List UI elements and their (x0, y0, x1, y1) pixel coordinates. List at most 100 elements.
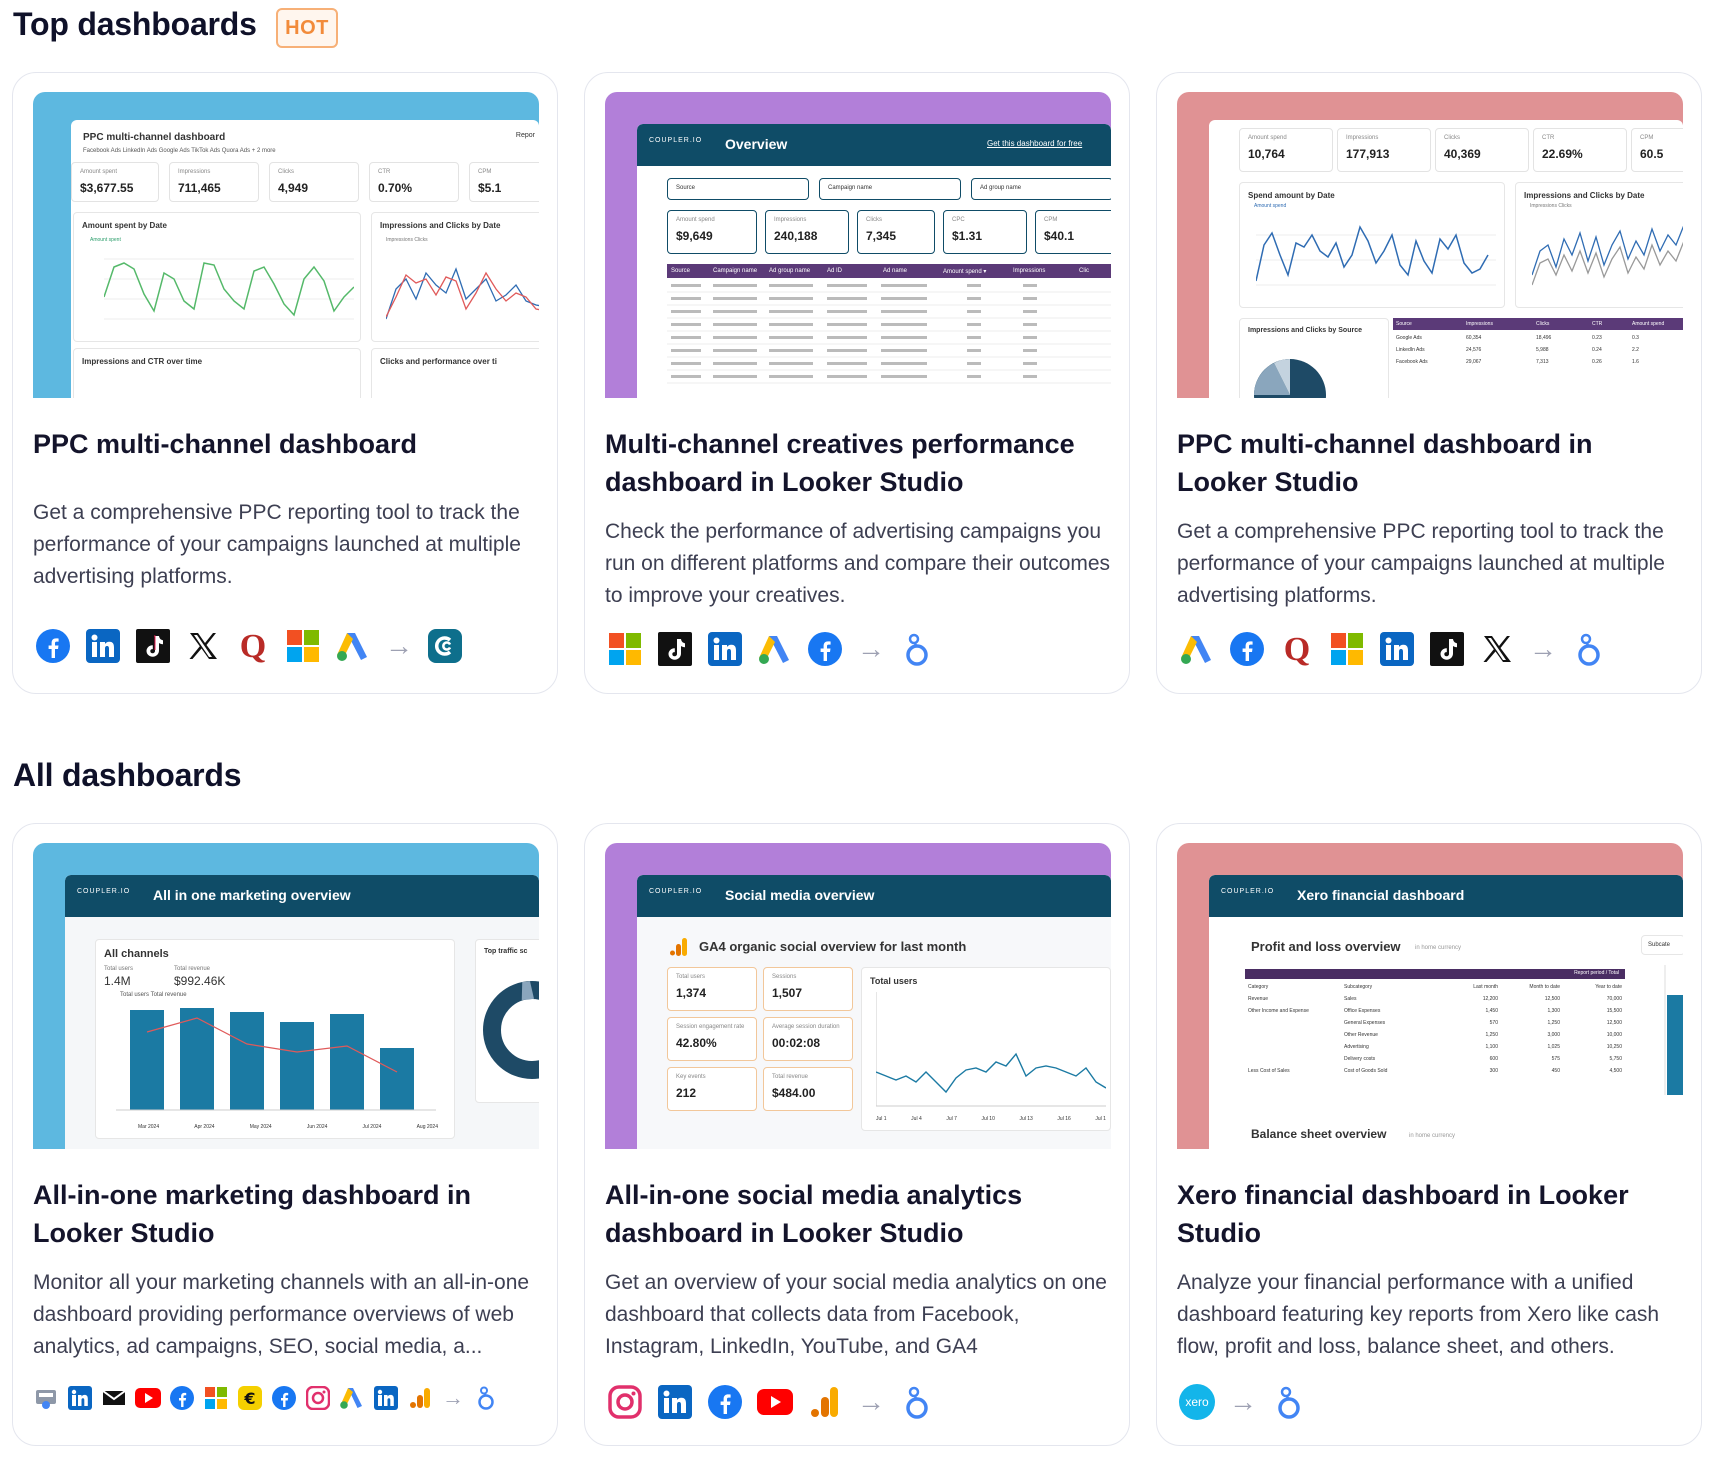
table-body: Google Ads 60,354 18,496 0.23 0.3 LinkedIn A… (1396, 335, 1639, 365)
kpi-card: Amount spend $9,649 (667, 210, 757, 254)
card-title[interactable]: PPC multi-channel dashboard in Looker St… (1177, 429, 1593, 497)
chart-panel: Amount spent by Date Amount spent (73, 212, 361, 342)
card-description: Check the performance of advertising cam… (605, 520, 1111, 607)
pl-table: Category Subcategory Last month Month to… (1248, 984, 1622, 1074)
kpi-card: CPM $5.1 (469, 162, 539, 202)
kpi-card: CTR 0.70% (369, 162, 459, 202)
card-title[interactable]: All-in-one marketing dashboard in Looker… (33, 1180, 472, 1248)
card-description: Analyze your financial performance with … (1177, 1271, 1660, 1358)
kpi-card: CPM 60.5 (1631, 128, 1683, 172)
chart-panel: Spend amount by Date Amount spend (1239, 182, 1505, 308)
line-chart (386, 267, 539, 320)
card-thumbnail[interactable]: COUPLER.IO All in one marketing overview… (33, 843, 539, 1149)
card-thumbnail[interactable]: COUPLER.IO Overview Get this dashboard f… (605, 92, 1111, 398)
facebook-icon (271, 1385, 297, 1411)
thumb-navbar: COUPLER.IO Overview Get this dashboard f… (637, 124, 1111, 166)
kpi-card: Clicks 40,369 (1435, 128, 1529, 172)
arrow-icon: → (1529, 633, 1557, 664)
card-thumbnail[interactable]: COUPLER.IO Social media overview GA4 org… (605, 843, 1111, 1149)
kpi-card: Key events 212 (667, 1067, 757, 1111)
linkedin-icon (1377, 629, 1417, 669)
svg-text:€: € (243, 1389, 255, 1408)
youtube-icon (755, 1382, 795, 1422)
kpi-card: Total users 1,374 (667, 967, 757, 1011)
filter-dropdown: Source (667, 178, 809, 200)
looker-studio-icon (473, 1385, 499, 1411)
integration-icons: € → (33, 1385, 499, 1411)
chart-panel: Top traffic sc (475, 939, 539, 1103)
table-rows (667, 284, 1111, 384)
looker-studio-icon (1269, 1382, 1309, 1422)
card-title[interactable]: Multi-channel creatives performance dash… (605, 429, 1075, 497)
card-description: Monitor all your marketing channels with… (33, 1271, 530, 1358)
card-title[interactable]: PPC multi-channel dashboard (33, 429, 418, 459)
looker-studio-icon (1569, 629, 1609, 669)
integration-icons: Q → (33, 626, 465, 666)
kpi-card: Sessions 1,507 (763, 967, 853, 1011)
dashboard-card-xero-financial[interactable]: COUPLER.IO Xero financial dashboard Prof… (1156, 823, 1702, 1446)
chart-panel: Impressions and Clicks by Date Impressio… (1515, 182, 1683, 308)
google-ads-icon (339, 1385, 365, 1411)
pl-title: Profit and loss overview (1251, 939, 1401, 954)
bs-title: Balance sheet overview (1251, 1127, 1387, 1141)
currency-euro-icon: € (237, 1385, 263, 1411)
report-period-bar: Report period / Total (1245, 969, 1625, 979)
chart-panel: Impressions and Clicks by Date Impressio… (371, 212, 539, 342)
card-thumbnail[interactable]: PPC multi-channel dashboard Repor Facebo… (33, 92, 539, 398)
linkedin-icon (83, 626, 123, 666)
integration-icons: Q → (1177, 629, 1609, 669)
donut-chart (483, 981, 539, 1079)
facebook-icon (1227, 629, 1267, 669)
looker-studio-icon (897, 629, 937, 669)
kpi-card: Impressions 711,465 (169, 162, 259, 202)
google-analytics-icon (407, 1385, 433, 1411)
svg-text:Q: Q (240, 628, 266, 664)
tiktok-icon (1427, 629, 1467, 669)
card-title[interactable]: All-in-one social media analytics dashbo… (605, 1180, 1023, 1248)
linkedin-icon (67, 1385, 93, 1411)
card-thumbnail[interactable]: Amount spend 10,764 Impressions 177,913 Cl… (1177, 92, 1683, 398)
kpi-card: CTR 22.69% (1533, 128, 1627, 172)
dashboard-card-all-in-one-marketing[interactable]: COUPLER.IO All in one marketing overview… (12, 823, 558, 1446)
google-analytics-icon (805, 1382, 845, 1422)
dashboard-card-multichannel-creatives[interactable]: COUPLER.IO Overview Get this dashboard f… (584, 72, 1130, 694)
dashboard-card-ppc-multichannel[interactable]: PPC multi-channel dashboard Repor Facebo… (12, 72, 558, 694)
kpi-card: Session engagement rate 42.80% (667, 1017, 757, 1061)
svg-text:xero: xero (1185, 1395, 1209, 1409)
card-description: Get an overview of your social media ana… (605, 1271, 1107, 1358)
facebook-icon (805, 629, 845, 669)
card-description: Get a comprehensive PPC reporting tool t… (1177, 520, 1665, 607)
instagram-icon (605, 1382, 645, 1422)
xero-icon: xero (1177, 1382, 1217, 1422)
filter-dropdown: Ad group name (971, 178, 1111, 200)
looker-studio-icon (897, 1382, 937, 1422)
youtube-icon (135, 1385, 161, 1411)
kpi-card: Average session duration 00:02:08 (763, 1017, 853, 1061)
kpi-card: Impressions 177,913 (1337, 128, 1431, 172)
dashboard-card-ppc-looker[interactable]: Amount spend 10,764 Impressions 177,913 Cl… (1156, 72, 1702, 694)
microsoft-icon (1327, 629, 1367, 669)
pie-chart (1254, 359, 1326, 398)
google-ads-icon (1177, 629, 1217, 669)
card-thumbnail[interactable]: COUPLER.IO Xero financial dashboard Prof… (1177, 843, 1683, 1149)
arrow-icon: → (442, 1385, 464, 1410)
filter-dropdown: Campaign name (819, 178, 961, 200)
pl-subtitle: in home currency (1415, 945, 1462, 951)
linkedin-icon (373, 1385, 399, 1411)
section-title-all: All dashboards (13, 757, 242, 793)
linkedin-icon (705, 629, 745, 669)
filter-dropdown: Subcate (1641, 935, 1683, 955)
arrow-icon: → (857, 633, 885, 664)
dashboard-card-social-media-analytics[interactable]: COUPLER.IO Social media overview GA4 org… (584, 823, 1130, 1446)
kpi-card: CPC $1.31 (943, 210, 1027, 254)
line-chart (1532, 225, 1683, 286)
quora-icon: Q (1277, 629, 1317, 669)
kpi-card: Clicks 4,949 (269, 162, 359, 202)
microsoft-icon (605, 629, 645, 669)
integration-icons: → (605, 1382, 937, 1422)
kpi-card: Amount spend 10,764 (1239, 128, 1333, 172)
microsoft-icon (203, 1385, 229, 1411)
card-description: Get a comprehensive PPC reporting tool t… (33, 501, 521, 588)
card-title[interactable]: Xero financial dashboard in Looker Studi… (1177, 1180, 1629, 1248)
coupler-icon (425, 626, 465, 666)
